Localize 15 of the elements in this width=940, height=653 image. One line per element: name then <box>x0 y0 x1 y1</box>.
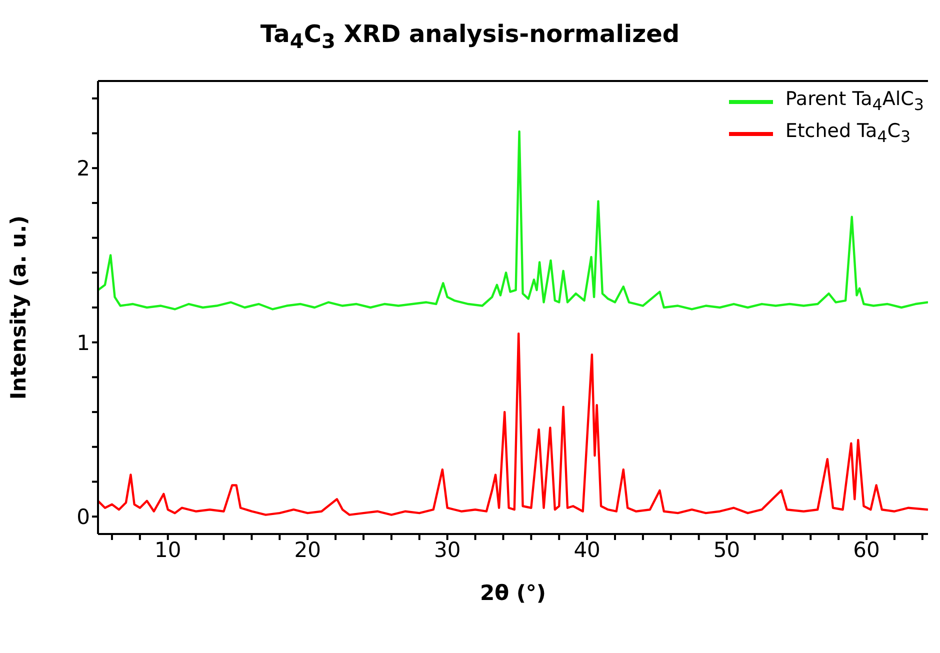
y-tick-label: 1 <box>76 330 90 355</box>
y-tick-label: 2 <box>76 156 90 181</box>
x-tick-label: 30 <box>434 538 461 562</box>
chart-title: Ta$_{4}$C$_{3}$ XRD analysis-normalized <box>259 19 681 55</box>
y-axis-title: Intensity (a. u.) <box>6 215 30 400</box>
x-tick-label: 10 <box>154 538 182 562</box>
x-tick-label: 20 <box>294 538 321 562</box>
x-axis-title: 2θ (°) <box>480 581 546 605</box>
x-tick-label: 50 <box>713 538 740 562</box>
line-series <box>98 332 928 516</box>
y-tick-label: 0 <box>76 505 90 530</box>
x-tick-label: 40 <box>574 538 600 562</box>
legend-label: Etched Ta$_{4}$C$_{3}$ <box>785 118 911 148</box>
legend-label: Parent Ta$_{4}$AlC$_{3}$ <box>785 87 924 116</box>
x-tick-label: 60 <box>853 538 880 562</box>
